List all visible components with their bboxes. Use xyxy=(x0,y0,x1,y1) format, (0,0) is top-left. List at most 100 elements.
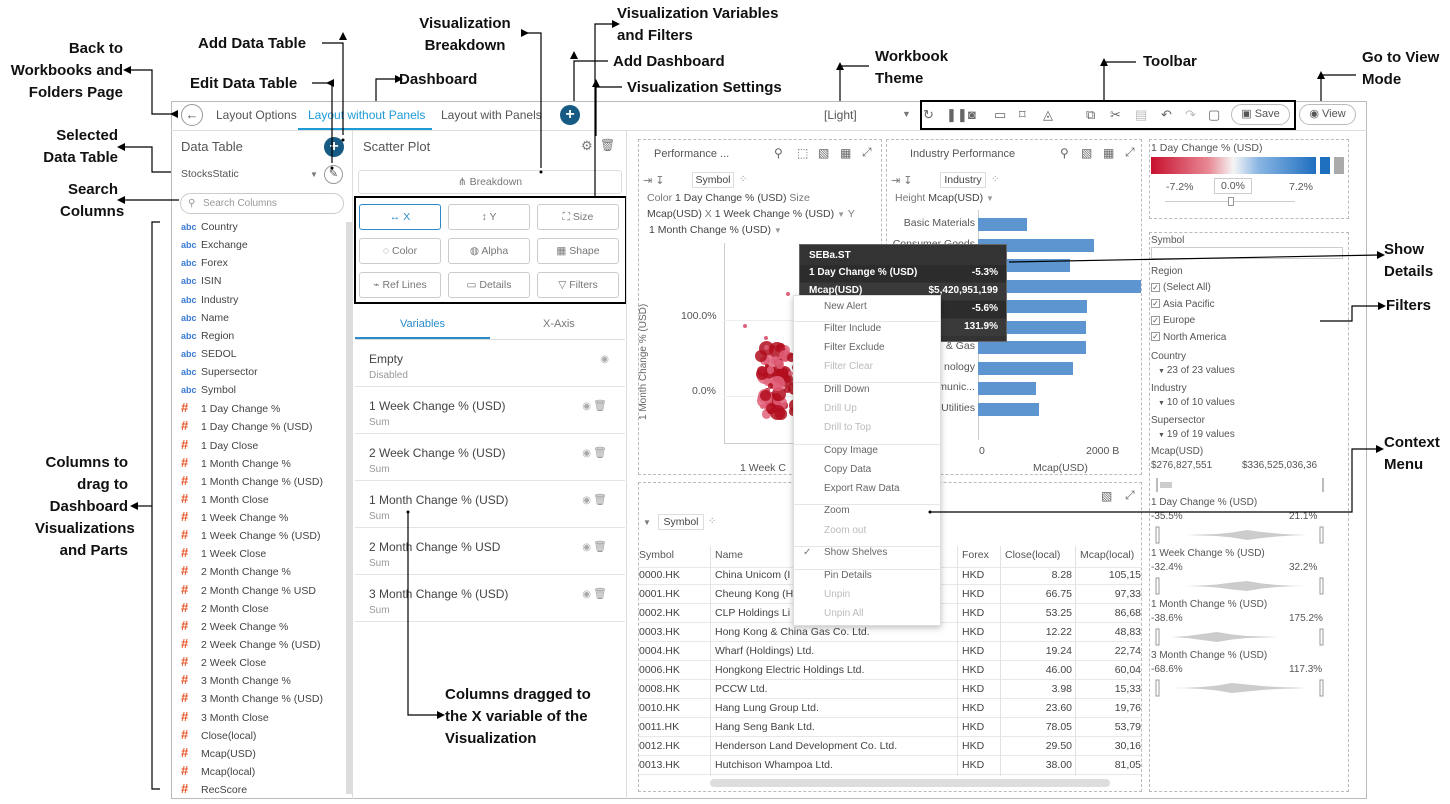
scatter-point[interactable] xyxy=(784,376,792,383)
column-header[interactable]: Close(local) xyxy=(1005,549,1061,561)
tab-variables[interactable]: Variables xyxy=(400,318,446,330)
viz-button-x[interactable]: ↔ X xyxy=(359,204,441,230)
range-histogram[interactable] xyxy=(1152,525,1327,545)
menu-item-export-raw-data[interactable]: Export Raw Data xyxy=(824,483,900,494)
sort-icon[interactable]: ⇥ ↧ xyxy=(891,175,913,187)
column-item[interactable]: abc Supersector xyxy=(181,363,258,381)
column-item[interactable]: #1 Day Close xyxy=(181,436,258,454)
column-item[interactable]: #1 Month Close xyxy=(181,490,269,508)
range-histogram[interactable] xyxy=(1152,576,1327,596)
expand-icon[interactable]: ⤢ xyxy=(862,145,872,159)
scatter-point[interactable] xyxy=(766,402,778,415)
column-item[interactable]: #3 Month Change % xyxy=(181,671,291,689)
industry-bar[interactable] xyxy=(978,382,1037,395)
supersector-expander[interactable]: ▼ 19 of 19 values xyxy=(1158,429,1235,440)
table-icon[interactable]: ▦ xyxy=(840,146,852,160)
eye-icon[interactable]: ◉ xyxy=(600,354,609,365)
edit-data-table-button[interactable]: ✎ xyxy=(324,165,343,184)
select-icon[interactable]: ⬚ xyxy=(797,146,809,160)
symbol-filter-input[interactable] xyxy=(1151,247,1343,259)
table-row[interactable]: 0012.HK Henderson Land Development Co. Lt… xyxy=(639,737,1141,756)
view-mode-button[interactable]: ◉ View xyxy=(1299,104,1356,125)
industry-bar[interactable] xyxy=(978,279,1141,293)
table-scrollbar[interactable] xyxy=(710,779,1110,787)
range-handle[interactable] xyxy=(1155,628,1160,646)
trash-icon[interactable]: 🗑 xyxy=(593,447,607,459)
column-item[interactable]: # Mcap(local) xyxy=(181,762,255,780)
menu-item-filter-clear[interactable]: Filter Clear xyxy=(824,361,873,372)
column-header[interactable]: Name xyxy=(715,549,744,561)
industry-bar[interactable] xyxy=(978,361,1074,375)
scatter-point[interactable] xyxy=(783,386,791,394)
table-row[interactable]: 0003.HK Hong Kong & China Gas Co. Ltd. HKD… xyxy=(639,623,1141,642)
menu-item-filter-include[interactable]: Filter Include xyxy=(824,323,882,334)
expand-icon[interactable]: ⤢ xyxy=(1125,145,1135,159)
trash-icon[interactable]: 🗑 xyxy=(600,138,616,152)
eye-icon[interactable]: ◉ xyxy=(582,495,591,506)
legend-mid-input[interactable]: 0.0% xyxy=(1214,178,1252,194)
undo-icon[interactable]: ↶ xyxy=(1161,107,1172,122)
industry-bar[interactable] xyxy=(978,341,1087,354)
bell-icon[interactable]: ◬ xyxy=(1043,107,1053,122)
mcap-histogram[interactable] xyxy=(1156,478,1324,492)
save-button[interactable]: ▣ Save xyxy=(1231,104,1290,125)
table-row[interactable]: 0011.HK Hang Seng Bank Ltd. HKD 78.05 53,79 xyxy=(639,718,1141,737)
trash-icon[interactable]: 🗑 xyxy=(593,588,607,600)
range-handle[interactable] xyxy=(1155,577,1160,595)
country-expander[interactable]: ▼ 23 of 23 values xyxy=(1158,365,1235,376)
gear-icon[interactable]: ⚙ xyxy=(581,138,593,153)
paste-icon[interactable]: ▤ xyxy=(1135,107,1148,122)
variable-row[interactable]: 2 Month Change % USD Sum ◉ 🗑 xyxy=(355,528,625,575)
column-item[interactable]: abc Exchange xyxy=(181,236,248,254)
column-item[interactable]: #2 Month Change % USD xyxy=(181,581,316,599)
menu-item-drill-to-top[interactable]: Drill to Top xyxy=(824,422,872,433)
legend-slider-handle[interactable] xyxy=(1228,197,1234,206)
column-item[interactable]: #3 Month Close xyxy=(181,708,269,726)
variable-row[interactable]: 3 Month Change % (USD) Sum ◉ 🗑 xyxy=(355,575,625,622)
region-checkbox[interactable]: ✓ (Select All) xyxy=(1151,282,1211,293)
range-handle[interactable] xyxy=(1319,526,1324,544)
column-item[interactable]: #1 Week Change % (USD) xyxy=(181,526,320,544)
scatter-icon[interactable]: ⁘ xyxy=(708,516,717,527)
scatter-point[interactable] xyxy=(754,349,768,363)
chevron-down-icon[interactable]: ▼ xyxy=(902,109,911,119)
column-item[interactable]: abc SEDOL xyxy=(181,345,237,363)
column-item[interactable]: #1 Day Change % xyxy=(181,399,280,417)
menu-item-pin-details[interactable]: Pin Details xyxy=(824,570,872,581)
menu-item-copy-data[interactable]: Copy Data xyxy=(824,464,872,475)
range-histogram[interactable] xyxy=(1152,678,1327,698)
scatter-point[interactable] xyxy=(761,409,772,419)
region-checkbox[interactable]: ✓ North America xyxy=(1151,332,1226,343)
chevron-down-icon[interactable]: ▼ xyxy=(643,518,651,527)
table-row[interactable]: 0013.HK Hutchison Whampoa Ltd. HKD 38.00 81,… xyxy=(639,756,1141,775)
menu-item-drill-up[interactable]: Drill Up xyxy=(824,403,857,414)
range-handle[interactable] xyxy=(1319,577,1324,595)
scatter-icon[interactable]: ⁘ xyxy=(991,174,1000,185)
menu-item-filter-exclude[interactable]: Filter Exclude xyxy=(824,342,885,353)
column-item[interactable]: #2 Week Change % xyxy=(181,617,288,635)
menu-item-zoom-out[interactable]: Zoom out xyxy=(824,525,867,536)
pdf-icon[interactable]: ▭ xyxy=(994,107,1007,122)
viz-button-filters[interactable]: ▽ Filters xyxy=(537,272,619,298)
scatter-point[interactable] xyxy=(787,353,796,362)
viz-button-alpha[interactable]: ◍ Alpha xyxy=(448,238,530,264)
column-item[interactable]: #1 Week Change % xyxy=(181,508,288,526)
eye-icon[interactable]: ◉ xyxy=(582,542,591,553)
column-item[interactable]: abc Symbol xyxy=(181,381,236,399)
back-button[interactable]: ← xyxy=(181,104,203,126)
viz-button-details[interactable]: ▭ Details xyxy=(448,272,530,298)
redo-icon[interactable]: ↷ xyxy=(1185,107,1196,122)
pause-icon[interactable]: ❚❚ xyxy=(946,107,968,122)
eye-icon[interactable]: ◉ xyxy=(582,401,591,412)
viz-button-y[interactable]: ↕ Y xyxy=(448,204,530,230)
column-header[interactable]: Forex xyxy=(962,549,989,561)
scatter-point[interactable] xyxy=(787,371,793,377)
viz-button-size[interactable]: ⛶ Size xyxy=(537,204,619,230)
industry-bar[interactable] xyxy=(978,218,1027,231)
symbol-shelf[interactable]: Symbol xyxy=(692,172,734,188)
color-shelf[interactable]: Color 1 Day Change % (USD) Size xyxy=(647,192,810,204)
breakdown-button[interactable]: ⋔ Breakdown xyxy=(358,170,622,194)
menu-item-new-alert[interactable]: New Alert xyxy=(824,301,867,312)
viz-button-color[interactable]: ◌ Color xyxy=(359,238,441,264)
column-item[interactable]: abc Region xyxy=(181,327,234,345)
